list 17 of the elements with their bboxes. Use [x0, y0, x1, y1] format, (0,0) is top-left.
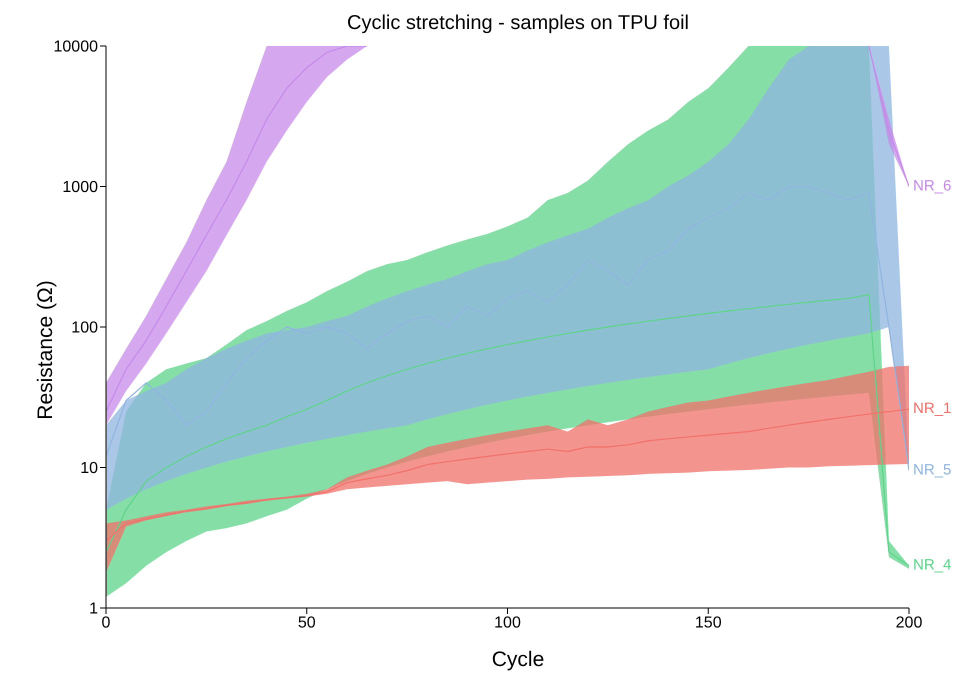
y-tick-label: 100: [71, 320, 98, 337]
chart-title: Cyclic stretching - samples on TPU foil: [346, 12, 690, 35]
y-axis-title: Resistance (Ω): [34, 279, 58, 422]
series-label: NR_4: [913, 556, 952, 574]
y-tick-label: 1000: [62, 179, 98, 196]
x-tick-label: 150: [694, 614, 722, 632]
x-tick-label: 0: [102, 614, 111, 632]
y-tick-label: 1: [89, 600, 98, 618]
y-tick-label: 10: [80, 460, 98, 478]
series-label: NR_1: [913, 400, 952, 418]
series-label: NR_5: [913, 462, 952, 479]
x-axis-title: Cycle: [490, 648, 546, 672]
y-tick-label: 10000: [54, 38, 98, 56]
x-tick-label: 200: [896, 614, 922, 632]
x-tick-label: 100: [494, 614, 521, 632]
x-tick-label: 50: [298, 614, 316, 632]
series-label: NR_6: [913, 178, 952, 194]
